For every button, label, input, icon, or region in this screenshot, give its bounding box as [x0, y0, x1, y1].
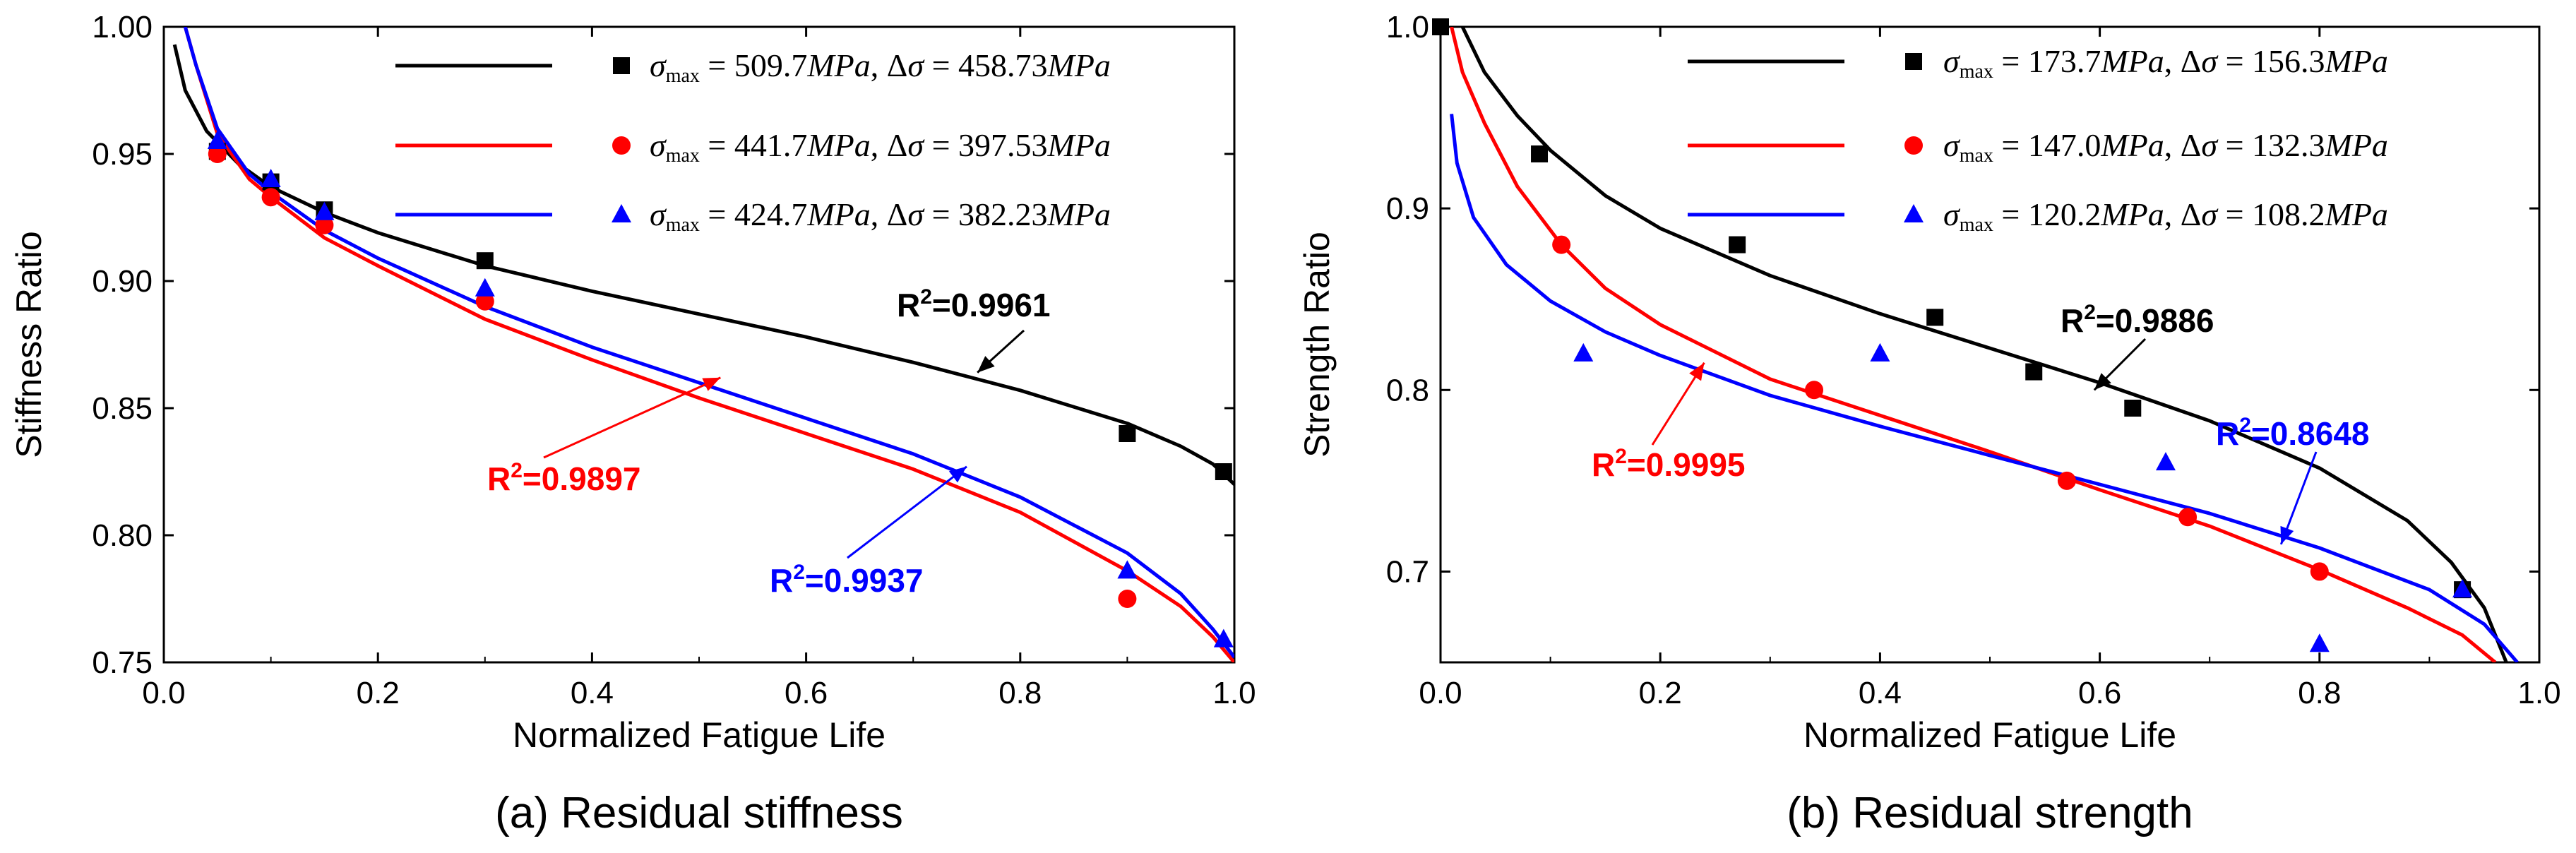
- data-point-2: [2452, 579, 2473, 598]
- r2-arrowhead-2: [2280, 525, 2294, 544]
- legend-label-2: σmax = 120.2MPa, Δσ = 108.2MPa: [1943, 196, 2388, 236]
- data-point-1: [2178, 508, 2198, 527]
- x-tick-label: 0.8: [998, 676, 1042, 710]
- y-tick-label: 0.8: [1386, 373, 1429, 407]
- y-tick-label: 0.75: [92, 645, 153, 680]
- panel-caption: (a) Residual stiffness: [495, 789, 903, 837]
- panel-caption: (b) Residual strength: [1787, 789, 2193, 837]
- fit-line-1: [183, 27, 1234, 662]
- legend-marker-2: [1904, 204, 1924, 222]
- data-point-2: [314, 201, 335, 220]
- y-tick-label: 0.85: [92, 391, 153, 426]
- y-tick-label: 1.0: [1386, 10, 1429, 44]
- x-tick-label: 0.6: [2078, 676, 2121, 710]
- data-point-0: [2025, 363, 2043, 381]
- legend-marker-2: [612, 204, 631, 222]
- x-tick-label: 0.4: [1859, 676, 1902, 710]
- legend-label-0: σmax = 509.7MPa, Δσ = 458.73MPa: [650, 47, 1111, 87]
- x-tick-label: 0.2: [1639, 676, 1682, 710]
- data-point-2: [1573, 342, 1594, 362]
- data-point-2: [475, 278, 495, 297]
- data-point-2: [1117, 560, 1138, 579]
- r2-annotation-2: R2=0.8648: [2216, 414, 2369, 452]
- y-tick-label: 0.95: [92, 137, 153, 172]
- data-point-0: [1531, 145, 1549, 162]
- r2-annotation-1: R2=0.9995: [1592, 445, 1745, 483]
- x-tick-label: 0.2: [357, 676, 400, 710]
- r2-annotation-0: R2=0.9961: [897, 285, 1050, 323]
- data-point-1: [1805, 381, 1824, 400]
- data-point-0: [1215, 463, 1232, 480]
- data-point-1: [1118, 590, 1137, 608]
- y-tick-label: 0.90: [92, 264, 153, 299]
- legend-marker-0: [613, 57, 630, 74]
- data-point-0: [1729, 236, 1746, 253]
- fit-line-2: [1450, 114, 2519, 662]
- data-point-2: [2155, 452, 2176, 471]
- x-tick-label: 0.6: [785, 676, 828, 710]
- x-axis-label: Normalized Fatigue Life: [513, 715, 886, 755]
- r2-arrow-1: [543, 376, 721, 459]
- r2-annotation-1: R2=0.9897: [487, 459, 640, 497]
- fit-line-2: [183, 27, 1234, 659]
- x-axis-label: Normalized Fatigue Life: [1803, 715, 2176, 755]
- r2-arrowhead-2: [948, 466, 967, 483]
- x-tick-label: 1.0: [1212, 676, 1256, 710]
- legend-marker-1: [1904, 136, 1923, 155]
- y-tick-label: 0.80: [92, 518, 153, 553]
- fit-line-1: [1450, 27, 2497, 662]
- data-point-1: [475, 292, 494, 311]
- y-axis-label: Stiffness Ratio: [9, 231, 49, 458]
- x-tick-label: 1.0: [2517, 676, 2560, 710]
- stiffness-chart: Stiffness Ratio 0.0 0.2 0.4 0.6 0.8 1.0 0.75 0.…: [9, 10, 1256, 837]
- fit-line-0: [1460, 27, 2508, 662]
- x-tick-label: 0.0: [1419, 676, 1462, 710]
- data-point-2: [207, 131, 227, 149]
- data-point-1: [1552, 235, 1571, 254]
- r2-arrow-2: [847, 465, 967, 559]
- data-point-0: [2124, 400, 2142, 417]
- r2-arrowhead-1: [1689, 362, 1705, 381]
- data-point-2: [1870, 342, 1890, 362]
- legend-label-1: σmax = 147.0MPa, Δσ = 132.3MPa: [1943, 127, 2388, 167]
- r2-arrowhead-1: [702, 377, 721, 391]
- legend-marker-0: [1905, 53, 1922, 70]
- r2-annotation-2: R2=0.9937: [770, 561, 923, 599]
- data-point-0: [1432, 18, 1449, 35]
- fit-curves: [1450, 27, 2519, 662]
- data-point-2: [2309, 633, 2330, 652]
- data-point-2: [261, 169, 281, 187]
- x-tick-label: 0.0: [142, 676, 185, 710]
- r2-arrowhead-0: [977, 356, 995, 373]
- data-point-2: [1213, 628, 1234, 648]
- legend-label-0: σmax = 173.7MPa, Δσ = 156.3MPa: [1943, 43, 2388, 83]
- data-point-0: [476, 252, 494, 270]
- fit-curves: [172, 27, 1234, 662]
- r2-arrowhead-0: [2094, 373, 2111, 390]
- y-tick-label: 1.00: [92, 10, 153, 44]
- y-axis-label: Strength Ratio: [1297, 232, 1337, 458]
- y-tick-label: 0.7: [1386, 554, 1429, 589]
- data-point-1: [2057, 471, 2076, 490]
- legend-label-2: σmax = 424.7MPa, Δσ = 382.23MPa: [650, 196, 1111, 236]
- y-tick-label: 0.9: [1386, 191, 1429, 226]
- data-point-1: [261, 188, 280, 207]
- data-point-1: [2310, 562, 2329, 581]
- data-point-0: [1926, 309, 1944, 326]
- data-point-1: [208, 145, 227, 163]
- data-point-0: [1119, 425, 1136, 442]
- plot-frame: [1439, 25, 2541, 664]
- legend-label-1: σmax = 441.7MPa, Δσ = 397.53MPa: [650, 127, 1111, 167]
- fit-line-0: [172, 44, 1234, 486]
- r2-annotation-0: R2=0.9886: [2061, 301, 2214, 339]
- legend-marker-1: [612, 136, 631, 155]
- x-tick-label: 0.8: [2298, 676, 2341, 710]
- data-point-1: [315, 215, 334, 234]
- plot-frame: [162, 25, 1236, 664]
- x-tick-label: 0.4: [571, 676, 614, 710]
- strength-chart: 0.0 0.2 0.4 0.6 0.8 1.0 0.7 0.8 0.9 1.0 σmax = 173…: [1297, 10, 2561, 837]
